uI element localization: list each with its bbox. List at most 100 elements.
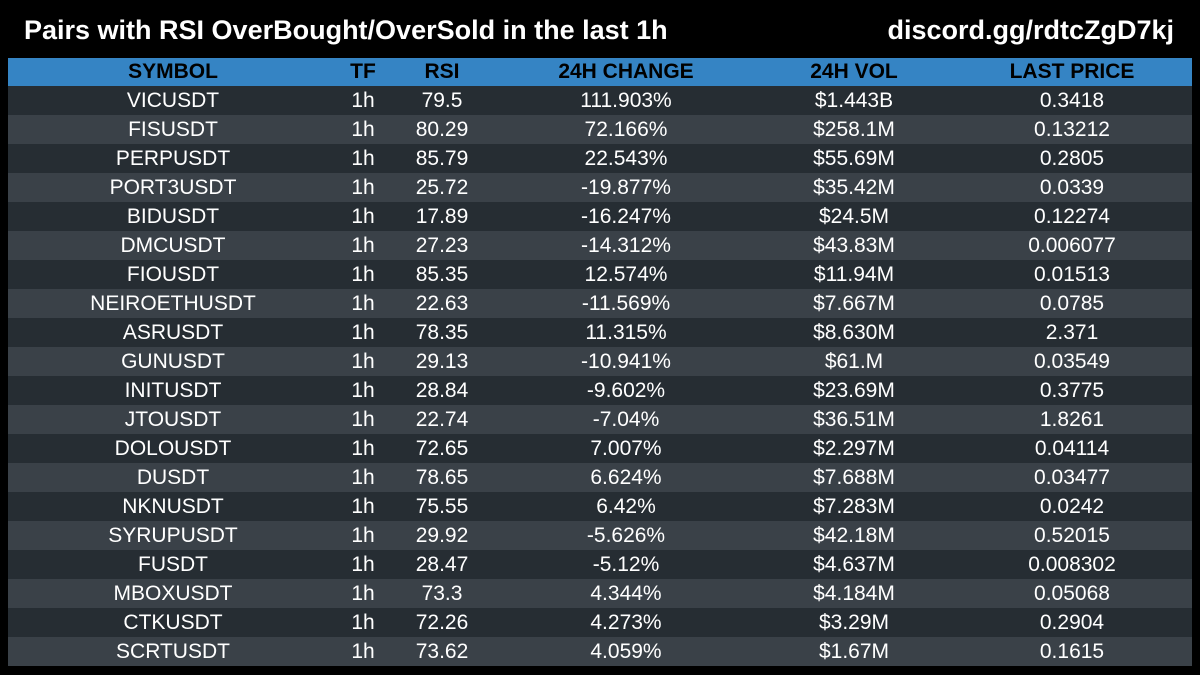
volume-cell: $36.51M [813,407,895,431]
volume-cell: $3.29M [818,610,890,634]
table-row: NEIROETHUSDT 1h 22.63 -11.569% $7.667M 0.0785 [8,289,1192,318]
column-header-tf: TF [350,60,376,83]
change-cell: 7.007% [590,436,662,460]
price-cell: 0.0785 [1039,291,1105,315]
price-cell: 0.04114 [1034,436,1110,460]
tf-cell: 1h [351,378,375,402]
rsi-cell: 28.47 [415,552,469,576]
table-row: MBOXUSDT 1h 73.3 4.344% $4.184M 0.05068 [8,579,1192,608]
symbol-cell: FUSDT [138,552,208,576]
tf-cell: 1h [351,117,375,141]
tf-cell: 1h [351,610,375,634]
change-cell: 4.059% [590,639,662,663]
change-cell: -14.312% [581,233,671,257]
change-cell: -9.602% [586,378,666,402]
symbol-cell: BIDUSDT [126,204,220,228]
symbol-cell: ASRUSDT [122,320,224,344]
volume-cell: $11.94M [813,262,895,286]
price-cell: 0.03477 [1034,465,1110,489]
symbol-cell: DUSDT [136,465,210,489]
table-row: NKNUSDT 1h 75.55 6.42% $7.283M 0.0242 [8,492,1192,521]
volume-cell: $2.297M [813,436,895,460]
table-row: INITUSDT 1h 28.84 -9.602% $23.69M 0.3775 [8,376,1192,405]
rsi-cell: 25.72 [415,175,469,199]
volume-cell: $35.42M [813,175,895,199]
tf-cell: 1h [351,639,375,663]
column-header-symbol: SYMBOL [128,60,218,83]
price-cell: 0.12274 [1034,204,1110,228]
price-cell: 1.8261 [1039,407,1105,431]
symbol-cell: NEIROETHUSDT [90,291,256,315]
tf-cell: 1h [351,146,375,170]
rsi-cell: 27.23 [415,233,469,257]
column-header-24h-vol: 24H VOL [810,60,898,83]
symbol-cell: CTKUSDT [123,610,223,634]
symbol-cell: FISUSDT [128,117,218,141]
rsi-cell: 72.26 [415,610,469,634]
tf-cell: 1h [351,552,375,576]
symbol-cell: MBOXUSDT [113,581,233,605]
rsi-cell: 80.29 [415,117,469,141]
tf-cell: 1h [351,494,375,518]
change-cell: 4.273% [590,610,662,634]
rsi-cell: 73.62 [415,639,469,663]
change-cell: 22.543% [584,146,668,170]
volume-cell: $1.67M [818,639,890,663]
volume-cell: $23.69M [813,378,895,402]
volume-cell: $55.69M [813,146,895,170]
tf-cell: 1h [351,262,375,286]
change-cell: -11.569% [581,291,671,315]
change-cell: -16.247% [581,204,671,228]
table-row: DOLOUSDT 1h 72.65 7.007% $2.297M 0.04114 [8,434,1192,463]
price-cell: 0.2805 [1039,146,1105,170]
tf-cell: 1h [351,349,375,373]
volume-cell: $43.83M [813,233,895,257]
table-row: JTOUSDT 1h 22.74 -7.04% $36.51M 1.8261 [8,405,1192,434]
rsi-cell: 22.63 [415,291,469,315]
volume-cell: $24.5M [818,204,890,228]
table-row: BIDUSDT 1h 17.89 -16.247% $24.5M 0.12274 [8,202,1192,231]
table-row: PORT3USDT 1h 25.72 -19.877% $35.42M 0.0339 [8,173,1192,202]
symbol-cell: PORT3USDT [109,175,237,199]
column-header-rsi: RSI [424,60,460,83]
rsi-cell: 29.13 [415,349,469,373]
volume-cell: $4.184M [813,581,895,605]
symbol-cell: SCRTUSDT [116,639,230,663]
table-row: DMCUSDT 1h 27.23 -14.312% $43.83M 0.006077 [8,231,1192,260]
discord-link[interactable]: discord.gg/rdtcZgD7kj [887,15,1174,45]
tf-cell: 1h [351,320,375,344]
symbol-cell: DMCUSDT [120,233,226,257]
price-cell: 2.371 [1045,320,1099,344]
table-row: VICUSDT 1h 79.5 111.903% $1.443B 0.3418 [8,86,1192,115]
price-cell: 0.2904 [1039,610,1105,634]
table-row: PERPUSDT 1h 85.79 22.543% $55.69M 0.2805 [8,144,1192,173]
table-row: FIOUSDT 1h 85.35 12.574% $11.94M 0.01513 [8,260,1192,289]
tf-cell: 1h [351,523,375,547]
change-cell: -5.12% [592,552,660,576]
table-header-row: SYMBOL TF RSI 24H CHANGE 24H VOL LAST PR… [8,58,1192,86]
rsi-cell: 29.92 [415,523,469,547]
table-row: DUSDT 1h 78.65 6.624% $7.688M 0.03477 [8,463,1192,492]
volume-cell: $7.667M [813,291,895,315]
price-cell: 0.01513 [1034,262,1110,286]
symbol-cell: VICUSDT [126,88,220,112]
price-cell: 0.13212 [1034,117,1110,141]
table-row: FISUSDT 1h 80.29 72.166% $258.1M 0.13212 [8,115,1192,144]
symbol-cell: INITUSDT [124,378,222,402]
tf-cell: 1h [351,204,375,228]
volume-cell: $61.M [824,349,884,373]
price-cell: 0.03549 [1034,349,1110,373]
tf-cell: 1h [351,465,375,489]
price-cell: 0.0339 [1039,175,1105,199]
tf-cell: 1h [351,233,375,257]
change-cell: 11.315% [585,320,667,344]
change-cell: -7.04% [592,407,660,431]
table-row: SCRTUSDT 1h 73.62 4.059% $1.67M 0.1615 [8,637,1192,666]
change-cell: -19.877% [581,175,671,199]
symbol-cell: NKNUSDT [122,494,224,518]
rsi-pairs-table: SYMBOL TF RSI 24H CHANGE 24H VOL LAST PR… [8,58,1192,666]
volume-cell: $7.283M [813,494,895,518]
price-cell: 0.05068 [1034,581,1110,605]
volume-cell: $1.443B [814,88,894,112]
